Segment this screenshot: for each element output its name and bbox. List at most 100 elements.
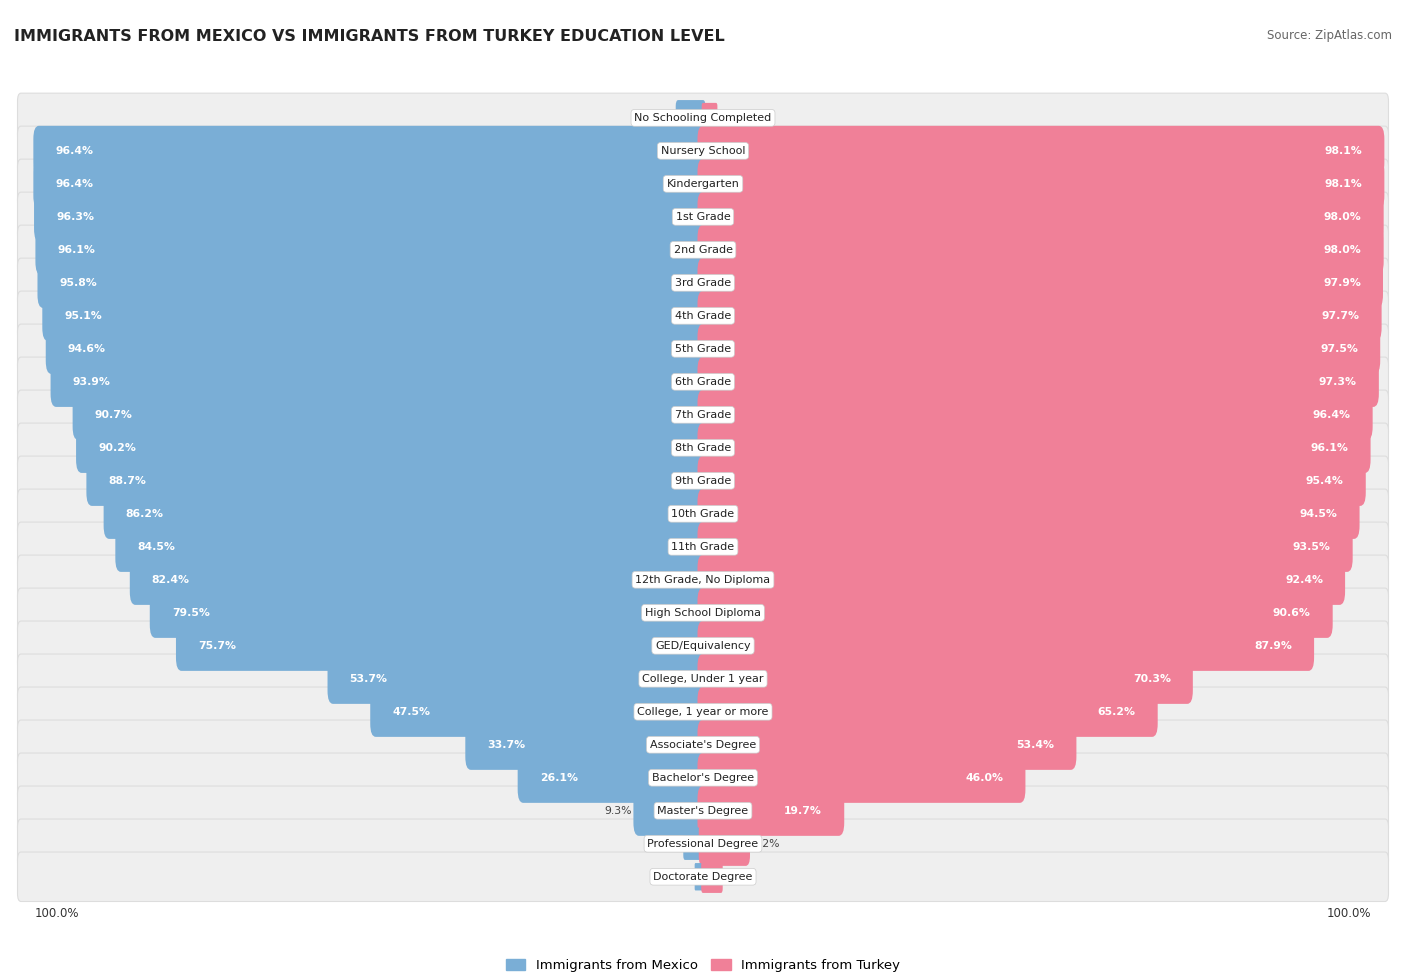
FancyBboxPatch shape: [150, 588, 709, 638]
FancyBboxPatch shape: [697, 225, 1384, 275]
FancyBboxPatch shape: [17, 159, 1389, 209]
FancyBboxPatch shape: [34, 159, 709, 209]
Text: Kindergarten: Kindergarten: [666, 178, 740, 189]
Text: 70.3%: 70.3%: [1133, 674, 1171, 683]
FancyBboxPatch shape: [697, 686, 1157, 737]
Text: College, Under 1 year: College, Under 1 year: [643, 674, 763, 683]
FancyBboxPatch shape: [17, 423, 1389, 473]
Text: 53.4%: 53.4%: [1017, 740, 1054, 750]
Text: No Schooling Completed: No Schooling Completed: [634, 113, 772, 123]
Text: 82.4%: 82.4%: [152, 575, 190, 585]
Text: Bachelor's Degree: Bachelor's Degree: [652, 773, 754, 783]
FancyBboxPatch shape: [697, 555, 1346, 604]
FancyBboxPatch shape: [17, 555, 1389, 604]
FancyBboxPatch shape: [17, 522, 1389, 571]
Text: 96.3%: 96.3%: [56, 212, 94, 222]
Text: 2.6%: 2.6%: [728, 872, 755, 881]
Text: Doctorate Degree: Doctorate Degree: [654, 872, 752, 881]
Text: 95.4%: 95.4%: [1306, 476, 1344, 486]
Text: 93.9%: 93.9%: [73, 377, 111, 387]
Text: 6th Grade: 6th Grade: [675, 377, 731, 387]
Text: 12th Grade, No Diploma: 12th Grade, No Diploma: [636, 575, 770, 585]
Text: 88.7%: 88.7%: [108, 476, 146, 486]
FancyBboxPatch shape: [465, 720, 709, 770]
FancyBboxPatch shape: [17, 720, 1389, 769]
FancyBboxPatch shape: [42, 291, 709, 341]
FancyBboxPatch shape: [676, 100, 706, 136]
Text: 90.7%: 90.7%: [94, 410, 132, 420]
FancyBboxPatch shape: [17, 489, 1389, 538]
FancyBboxPatch shape: [73, 390, 709, 440]
FancyBboxPatch shape: [51, 357, 709, 407]
Text: 3rd Grade: 3rd Grade: [675, 278, 731, 288]
FancyBboxPatch shape: [17, 225, 1389, 275]
FancyBboxPatch shape: [34, 192, 709, 242]
Text: 65.2%: 65.2%: [1098, 707, 1136, 717]
Text: 96.1%: 96.1%: [1310, 443, 1348, 452]
Text: 100.0%: 100.0%: [1327, 907, 1371, 919]
Text: 94.5%: 94.5%: [1299, 509, 1337, 519]
FancyBboxPatch shape: [17, 819, 1389, 869]
FancyBboxPatch shape: [697, 192, 1384, 242]
FancyBboxPatch shape: [697, 291, 1382, 341]
FancyBboxPatch shape: [17, 687, 1389, 736]
FancyBboxPatch shape: [17, 456, 1389, 506]
Text: 98.0%: 98.0%: [1324, 212, 1361, 222]
Text: 9th Grade: 9th Grade: [675, 476, 731, 486]
FancyBboxPatch shape: [176, 621, 709, 671]
FancyBboxPatch shape: [634, 786, 709, 836]
FancyBboxPatch shape: [38, 257, 709, 308]
Text: 6.2%: 6.2%: [752, 838, 780, 849]
Text: 100.0%: 100.0%: [35, 907, 79, 919]
Text: 97.3%: 97.3%: [1319, 377, 1357, 387]
FancyBboxPatch shape: [697, 653, 1192, 704]
Text: 7th Grade: 7th Grade: [675, 410, 731, 420]
Text: 47.5%: 47.5%: [392, 707, 430, 717]
FancyBboxPatch shape: [697, 786, 844, 836]
Text: 98.0%: 98.0%: [1324, 245, 1361, 254]
Text: 19.7%: 19.7%: [785, 805, 823, 816]
Text: 2.6%: 2.6%: [651, 838, 678, 849]
FancyBboxPatch shape: [86, 455, 709, 506]
Text: 90.2%: 90.2%: [98, 443, 136, 452]
Text: 97.9%: 97.9%: [1323, 278, 1361, 288]
FancyBboxPatch shape: [328, 653, 709, 704]
FancyBboxPatch shape: [697, 324, 1381, 374]
FancyBboxPatch shape: [129, 555, 709, 604]
Text: 53.7%: 53.7%: [350, 674, 388, 683]
Text: Source: ZipAtlas.com: Source: ZipAtlas.com: [1267, 29, 1392, 42]
FancyBboxPatch shape: [46, 324, 709, 374]
Text: 93.5%: 93.5%: [1292, 542, 1330, 552]
Text: 2nd Grade: 2nd Grade: [673, 245, 733, 254]
Text: 97.5%: 97.5%: [1320, 344, 1358, 354]
FancyBboxPatch shape: [104, 488, 709, 539]
FancyBboxPatch shape: [17, 753, 1389, 802]
FancyBboxPatch shape: [697, 126, 1385, 176]
Text: Nursery School: Nursery School: [661, 146, 745, 156]
FancyBboxPatch shape: [17, 654, 1389, 704]
FancyBboxPatch shape: [517, 753, 709, 802]
FancyBboxPatch shape: [697, 522, 1353, 572]
Text: 46.0%: 46.0%: [966, 773, 1004, 783]
FancyBboxPatch shape: [17, 94, 1389, 142]
FancyBboxPatch shape: [115, 522, 709, 572]
FancyBboxPatch shape: [697, 257, 1384, 308]
FancyBboxPatch shape: [17, 786, 1389, 836]
Text: 96.1%: 96.1%: [58, 245, 96, 254]
Text: College, 1 year or more: College, 1 year or more: [637, 707, 769, 717]
Text: High School Diploma: High School Diploma: [645, 607, 761, 618]
FancyBboxPatch shape: [17, 390, 1389, 440]
Text: 1.9%: 1.9%: [723, 113, 751, 123]
Text: 1st Grade: 1st Grade: [676, 212, 730, 222]
FancyBboxPatch shape: [697, 488, 1360, 539]
Text: Professional Degree: Professional Degree: [647, 838, 759, 849]
FancyBboxPatch shape: [702, 861, 723, 893]
FancyBboxPatch shape: [17, 324, 1389, 373]
FancyBboxPatch shape: [697, 720, 1077, 770]
Text: 79.5%: 79.5%: [172, 607, 209, 618]
Legend: Immigrants from Mexico, Immigrants from Turkey: Immigrants from Mexico, Immigrants from …: [506, 958, 900, 972]
Text: 98.1%: 98.1%: [1324, 178, 1362, 189]
Text: 8th Grade: 8th Grade: [675, 443, 731, 452]
Text: 75.7%: 75.7%: [198, 641, 236, 650]
FancyBboxPatch shape: [699, 822, 749, 866]
